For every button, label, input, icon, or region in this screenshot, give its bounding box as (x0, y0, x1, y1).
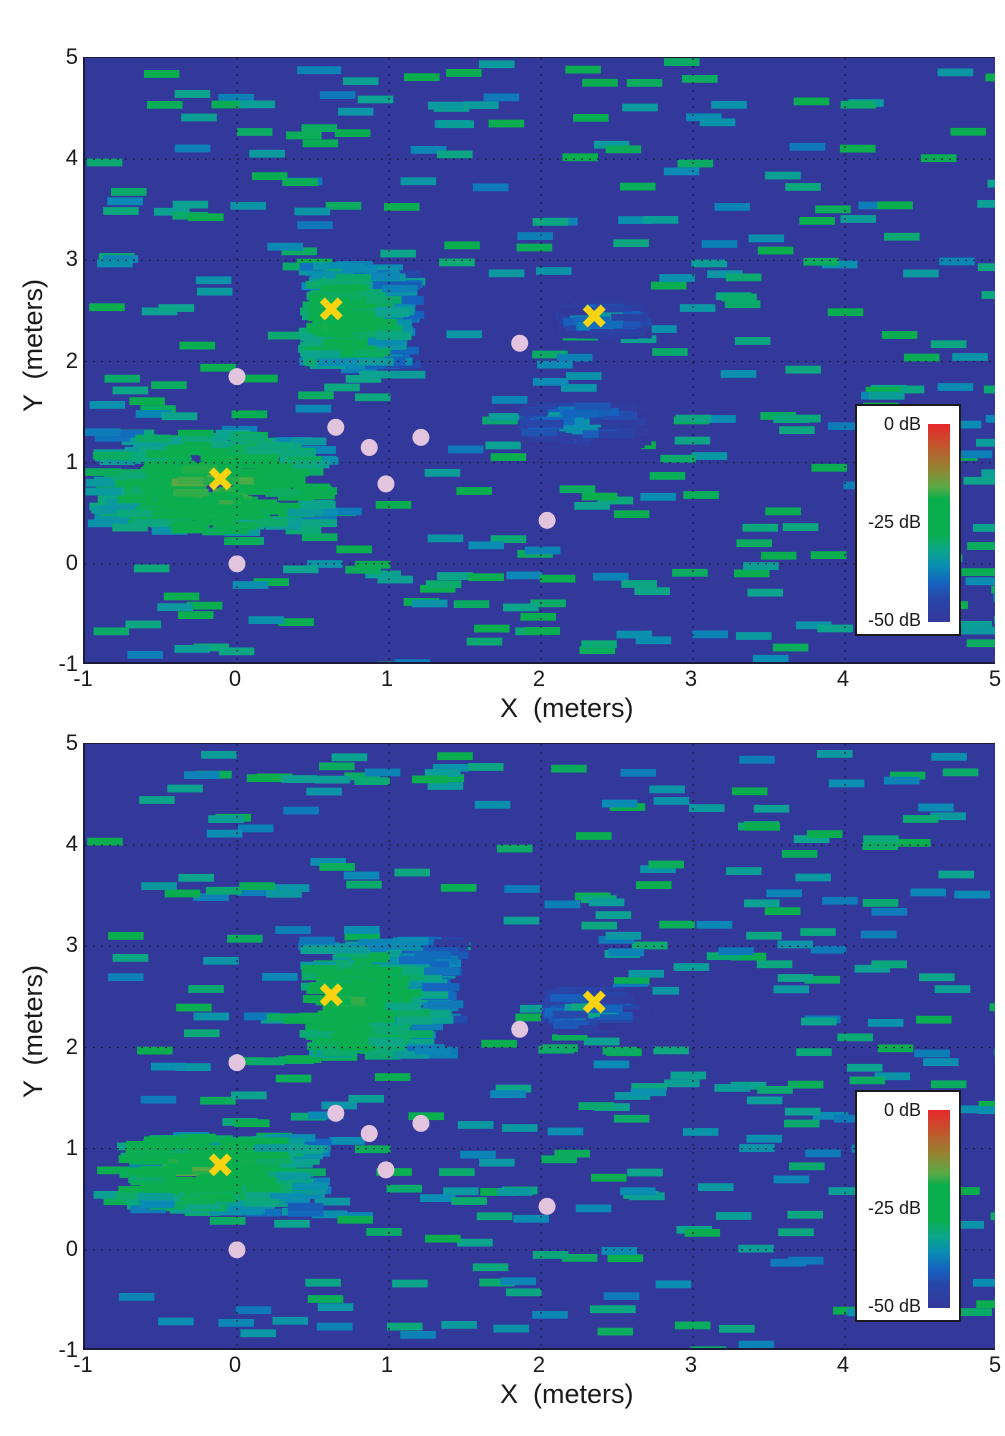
y-axis-label: Y (meters) (18, 964, 48, 1098)
x-marker (319, 297, 343, 321)
circle-marker (511, 334, 529, 352)
x-tick-label: 5 (988, 1352, 1002, 1377)
colorbar-label-mid: -25 dB (867, 1198, 921, 1218)
y-axis-label: Y (meters) (18, 278, 48, 412)
circle-marker (327, 1104, 345, 1122)
x-axis-label: X (meters) (500, 693, 634, 723)
y-tick-label: 1 (65, 1134, 78, 1160)
circle-marker (412, 428, 430, 446)
circle-marker (228, 1054, 246, 1072)
y-tick-label: -1 (58, 651, 78, 676)
x-marker (582, 304, 606, 328)
x-tick-label: 2 (532, 1352, 546, 1377)
circle-marker (360, 1124, 378, 1142)
x-tick-label: 2 (532, 666, 546, 691)
circle-marker (228, 368, 246, 386)
y-tick-label: 3 (65, 932, 78, 958)
colorbar-legend-top: 0 dB -25 dB -50 dB (855, 404, 961, 636)
circle-marker (412, 1114, 430, 1132)
circle-marker (228, 555, 246, 573)
y-tick-label: 4 (65, 831, 78, 857)
colorbar-label-bottom: -50 dB (867, 1296, 921, 1316)
circle-marker (377, 475, 395, 493)
heatmap-panel-top: 0 dB -25 dB -50 dB X (meters) Y (meters)… (18, 44, 1002, 724)
colorbar-legend-bottom: 0 dB -25 dB -50 dB (855, 1090, 961, 1322)
circle-marker (538, 511, 556, 529)
heatmap-canvas-bottom (85, 744, 995, 1348)
x-tick-label: 0 (228, 666, 242, 691)
circle-marker (511, 1020, 529, 1038)
colorbar-gradient (928, 1110, 950, 1308)
x-marker (319, 983, 343, 1007)
heatmap-canvas-top (85, 58, 995, 662)
x-tick-label: 4 (836, 666, 850, 691)
heatmap-panel-bottom: 0 dB -25 dB -50 dB X (meters) Y (meters)… (0, 686, 1005, 1410)
x-tick-label: 0 (228, 1352, 242, 1377)
x-axis-label: X (meters) (500, 1379, 634, 1409)
circle-marker (228, 1241, 246, 1259)
y-tick-label: 0 (65, 1235, 78, 1261)
x-tick-label: 4 (836, 1352, 850, 1377)
x-marker (582, 990, 606, 1014)
plot-area-bottom (83, 743, 995, 1350)
x-tick-label: 3 (684, 1352, 698, 1377)
y-tick-label: 2 (65, 347, 78, 373)
x-tick-label: 1 (380, 666, 394, 691)
y-tick-label: 0 (65, 549, 78, 575)
x-tick-label: -1 (73, 666, 93, 691)
circle-marker (538, 1197, 556, 1215)
y-tick-label: 2 (65, 1033, 78, 1059)
plot-area-top (83, 57, 995, 664)
colorbar-label-top: 0 dB (883, 414, 921, 434)
colorbar-gradient (928, 424, 950, 622)
y-tick-label: 5 (65, 44, 78, 69)
y-tick-label: 5 (65, 730, 78, 755)
colorbar-label-bottom: -50 dB (867, 610, 921, 630)
y-tick-label: 1 (65, 448, 78, 474)
x-marker (208, 467, 232, 491)
x-tick-label: -1 (73, 1352, 93, 1377)
y-tick-label: 3 (65, 246, 78, 272)
x-tick-label: 1 (380, 1352, 394, 1377)
circle-marker (377, 1161, 395, 1179)
circle-marker (360, 438, 378, 456)
circle-marker (327, 418, 345, 436)
colorbar-label-mid: -25 dB (867, 512, 921, 532)
y-tick-label: 4 (65, 145, 78, 171)
x-tick-label: 5 (988, 666, 1002, 691)
x-marker (208, 1153, 232, 1177)
colorbar-label-top: 0 dB (883, 1100, 921, 1120)
x-tick-label: 3 (684, 666, 698, 691)
y-tick-label: -1 (58, 1337, 78, 1362)
